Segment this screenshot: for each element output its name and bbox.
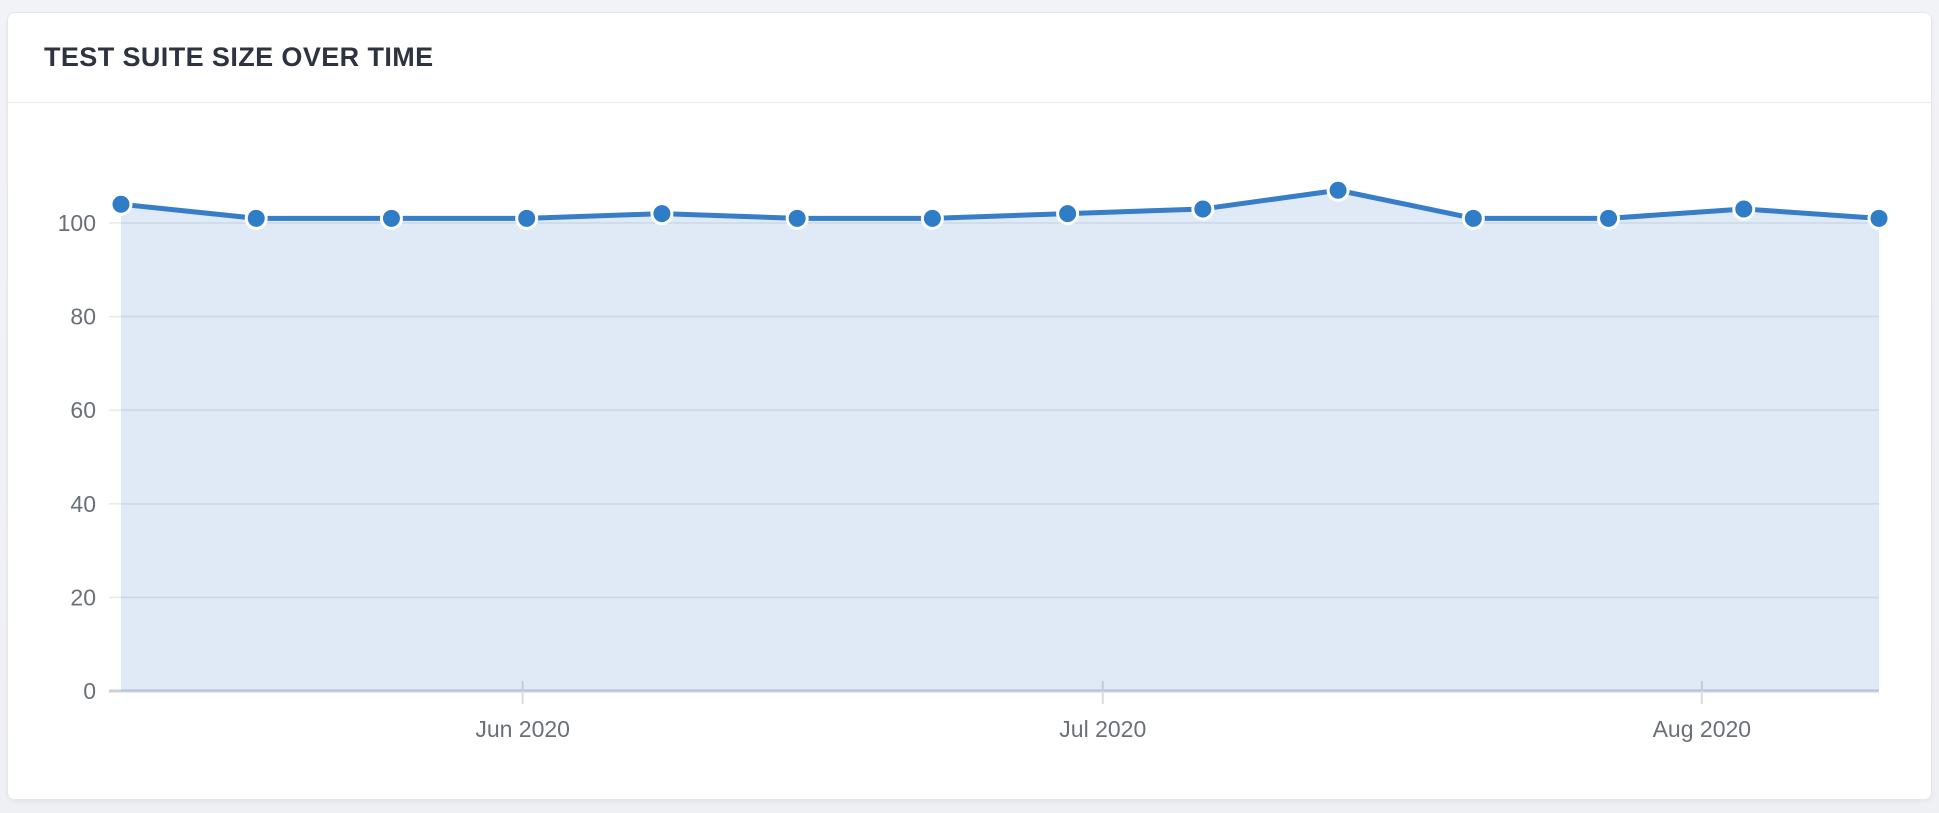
test-suite-size-over-time-chart: Jun 2020 Jul 2020 Aug 2020 0 20 40 60 80 100 (58, 178, 1891, 742)
data-point[interactable] (244, 206, 268, 230)
x-axis-label: Aug 2020 (1653, 716, 1751, 742)
y-axis-label: 40 (70, 491, 96, 517)
data-point[interactable] (515, 206, 539, 230)
data-point[interactable] (1056, 202, 1080, 226)
data-point[interactable] (785, 206, 809, 230)
card-header: TEST SUITE SIZE OVER TIME (8, 13, 1931, 103)
data-point[interactable] (109, 192, 133, 216)
area-fill (121, 190, 1879, 691)
chart-title: TEST SUITE SIZE OVER TIME (44, 42, 434, 72)
chart-card: TEST SUITE SIZE OVER TIME Jun 2020 Jul 20… (7, 12, 1932, 800)
y-axis-label: 20 (70, 584, 96, 610)
chart-area: Jun 2020 Jul 2020 Aug 2020 0 20 40 60 80 100 (8, 103, 1931, 799)
data-point[interactable] (1461, 206, 1485, 230)
y-axis-label: 60 (70, 397, 96, 423)
data-point[interactable] (1867, 206, 1891, 230)
y-axis-label: 80 (70, 304, 96, 330)
data-point[interactable] (1191, 197, 1215, 221)
data-point[interactable] (920, 206, 944, 230)
data-point[interactable] (1732, 197, 1756, 221)
x-axis-label: Jun 2020 (475, 716, 570, 742)
data-point[interactable] (1597, 206, 1621, 230)
y-axis-label: 100 (58, 210, 96, 236)
y-axis-label: 0 (83, 678, 96, 704)
data-point[interactable] (379, 206, 403, 230)
x-axis-label: Jul 2020 (1059, 716, 1146, 742)
data-point[interactable] (1326, 178, 1350, 202)
data-point[interactable] (650, 202, 674, 226)
series-line (118, 187, 1882, 221)
